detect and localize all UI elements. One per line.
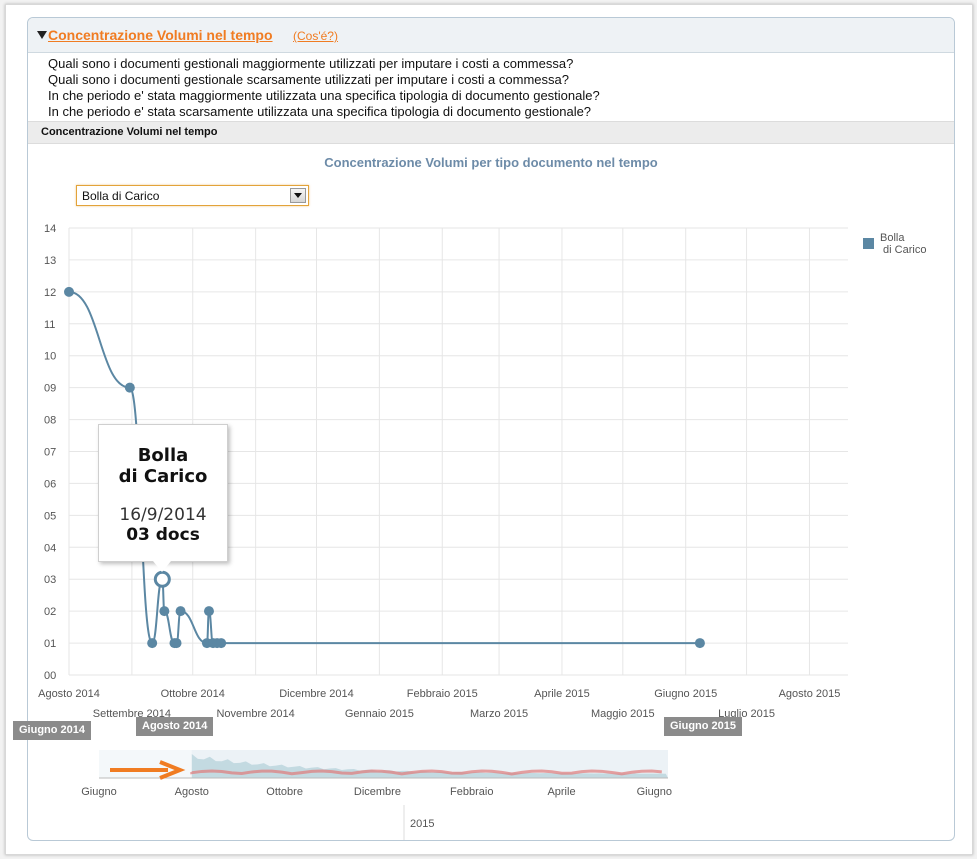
y-tick-label: 00 [44, 670, 56, 682]
data-point [124, 382, 135, 393]
select-value: Bolla di Carico [82, 189, 160, 203]
window-frame: Concentrazione Volumi nel tempo (Cos'é?)… [5, 4, 973, 855]
x-tick-label: Ottobre 2014 [161, 688, 225, 700]
x-tick-label: Novembre 2014 [216, 708, 294, 720]
y-tick-label: 12 [44, 287, 56, 299]
x-tick-label: Maggio 2015 [591, 708, 655, 720]
y-tick-label: 06 [44, 478, 56, 490]
navigator-range-end-flag[interactable]: Giugno 2015 [664, 717, 743, 736]
section-title: Concentrazione Volumi nel tempo [41, 126, 218, 138]
navigator-tick-label: Dicembre [354, 786, 401, 798]
navigator-tick-label: Febbraio [450, 786, 493, 798]
y-tick-label: 10 [44, 351, 56, 363]
y-tick-label: 09 [44, 383, 56, 395]
navigator-secondary-series [190, 769, 662, 776]
collapse-triangle-icon[interactable] [37, 31, 47, 39]
navigator-range-start-flag[interactable]: Giugno 2014 [13, 721, 92, 740]
x-tick-label: Giugno 2015 [654, 688, 717, 700]
document-type-select[interactable]: Bolla di Carico [76, 185, 309, 206]
y-tick-label: 11 [44, 319, 55, 331]
navigator-tick-label: Agosto [175, 786, 209, 798]
section-bar: Concentrazione Volumi nel tempo [28, 121, 954, 144]
questions-list: Quali sono i documenti gestionali maggio… [48, 56, 600, 120]
x-tick-label: Febbraio 2015 [407, 688, 478, 700]
legend-label[interactable]: Bolla di Carico [880, 232, 927, 256]
tooltip-date: 16/9/2014 [119, 505, 207, 525]
y-tick-label: 14 [44, 223, 56, 235]
data-point [64, 286, 74, 297]
navigator-selected-start-flag[interactable]: Agosto 2014 [136, 717, 214, 736]
x-tick-label: Agosto 2015 [779, 688, 841, 700]
y-tick-label: 13 [44, 255, 56, 267]
data-point [175, 606, 186, 617]
panel-title-link[interactable]: Concentrazione Volumi nel tempo [48, 27, 273, 43]
panel-header[interactable]: Concentrazione Volumi nel tempo (Cos'é?) [28, 18, 954, 53]
y-tick-label: 01 [44, 638, 56, 650]
data-point [694, 638, 705, 649]
data-point [216, 638, 227, 649]
data-point [171, 638, 182, 649]
navigator-tick-label: Giugno [637, 786, 672, 798]
x-tick-label: Agosto 2014 [38, 688, 100, 700]
x-tick-label: Dicembre 2014 [279, 688, 354, 700]
x-tick-label: Marzo 2015 [470, 708, 528, 720]
data-point [159, 606, 170, 617]
highlighted-data-point [153, 570, 171, 588]
data-point [147, 638, 158, 649]
navigator-tick-label: Aprile [547, 786, 575, 798]
data-point [203, 606, 214, 617]
legend-swatch[interactable] [863, 238, 874, 249]
chart-tooltip: Bolla di Carico 16/9/2014 03 docs [98, 424, 228, 572]
y-tick-label: 03 [44, 574, 56, 586]
navigator-scroll-arrow-icon [110, 760, 186, 780]
x-tick-label: Aprile 2015 [534, 688, 590, 700]
tooltip-value: 03 docs [126, 525, 200, 545]
navigator: Giugno Agosto Ottobre Dicembre Febbraio April… [81, 750, 672, 840]
navigator-tick-label: Giugno [81, 786, 116, 798]
navigator-tick-label: Ottobre [266, 786, 303, 798]
y-tick-label: 08 [44, 415, 56, 427]
x-tick-label: Gennaio 2015 [345, 708, 414, 720]
whatis-link[interactable]: (Cos'é?) [293, 29, 338, 43]
chart-title: Concentrazione Volumi per tipo documento… [324, 155, 658, 170]
navigator-year-label: 2015 [410, 818, 434, 830]
y-axis-ticks: 00 01 02 03 04 05 06 07 08 09 10 11 12 13 14 [44, 223, 56, 682]
arrow-head [159, 760, 186, 780]
question-item: Quali sono i documenti gestionale scarsa… [48, 72, 569, 87]
question-item: Quali sono i documenti gestionali maggio… [48, 56, 574, 71]
series-points [64, 286, 705, 649]
y-tick-label: 07 [44, 447, 56, 459]
tooltip-series: Bolla di Carico [118, 445, 208, 487]
y-tick-label: 05 [44, 510, 56, 522]
question-item: In che periodo e' stata scarsamente util… [48, 104, 592, 119]
y-tick-label: 04 [44, 542, 56, 554]
dropdown-arrow-icon[interactable] [290, 188, 306, 203]
y-tick-label: 02 [44, 606, 56, 618]
question-item: In che periodo e' stata maggiormente uti… [48, 88, 600, 103]
volume-panel: Concentrazione Volumi nel tempo (Cos'é?)… [27, 17, 955, 841]
